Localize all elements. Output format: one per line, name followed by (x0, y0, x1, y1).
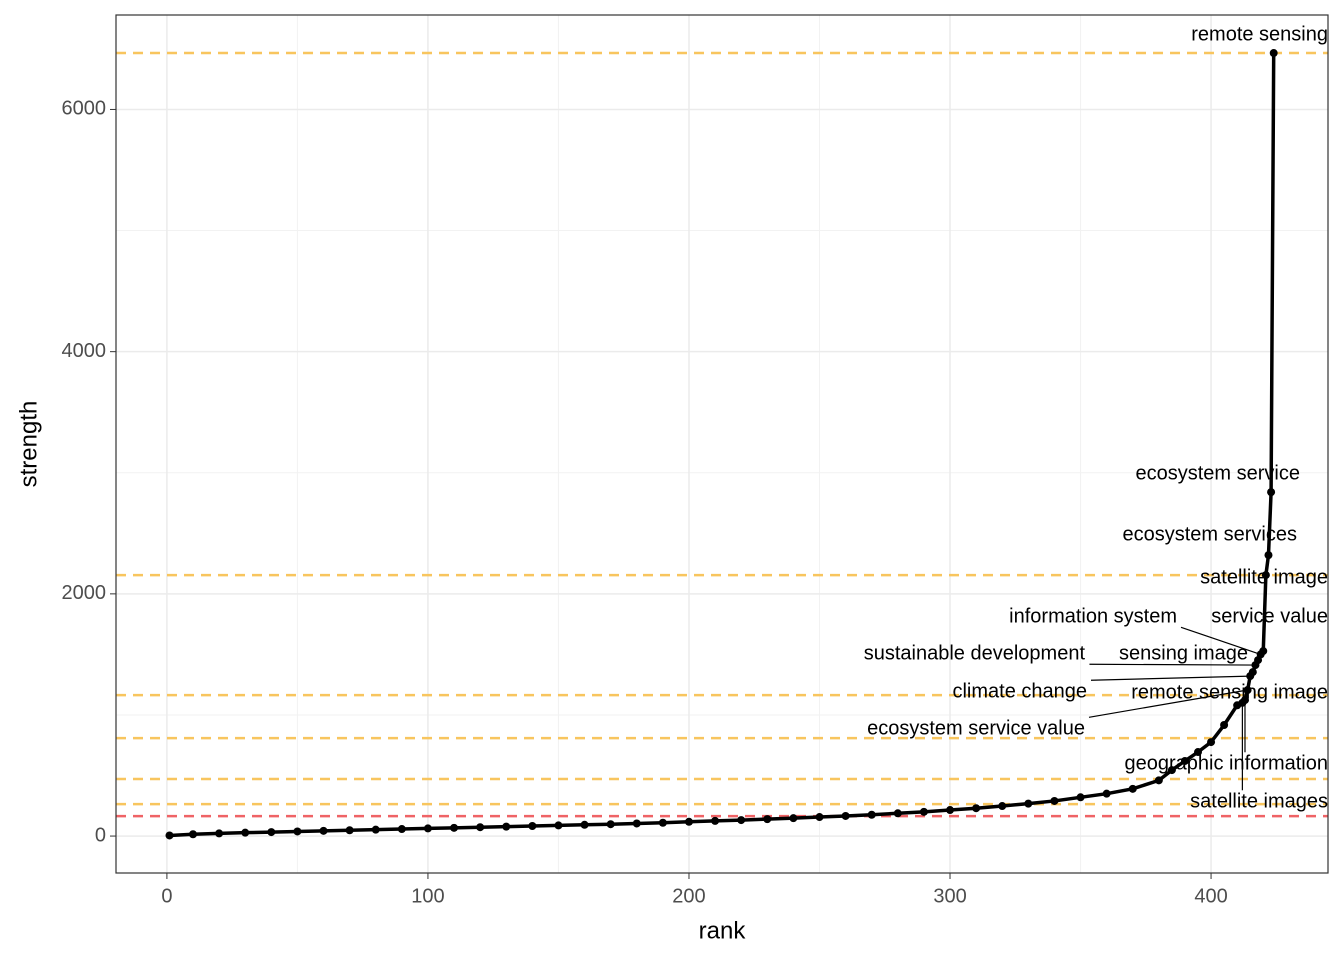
data-point (606, 820, 615, 829)
data-point (946, 806, 955, 815)
data-point (919, 807, 928, 816)
data-point (1261, 571, 1270, 580)
data-point (1194, 748, 1203, 757)
data-point (267, 828, 276, 837)
data-point (1076, 793, 1085, 802)
data-point (1207, 738, 1216, 747)
data-point (737, 816, 746, 825)
data-point (345, 826, 354, 835)
y-tick-label: 4000 (62, 340, 107, 362)
point-label: climate change (952, 680, 1087, 702)
data-point (189, 830, 198, 839)
data-point (1264, 551, 1273, 560)
data-point (1102, 789, 1111, 798)
data-point (1154, 776, 1163, 785)
point-label: geographic information (1125, 752, 1328, 774)
data-point (528, 822, 537, 831)
x-tick-label: 300 (933, 885, 966, 907)
data-point (711, 816, 720, 825)
x-tick-label: 0 (161, 885, 172, 907)
point-label: sensing image (1119, 642, 1248, 664)
data-point (1180, 756, 1189, 765)
data-point (450, 823, 459, 832)
point-label: remote sensing (1191, 23, 1328, 45)
x-axis-title: rank (699, 917, 747, 944)
data-point (423, 824, 432, 833)
point-label: ecosystem service (1136, 462, 1301, 484)
point-label: ecosystem service value (867, 717, 1085, 739)
data-point (319, 826, 328, 835)
x-tick-label: 200 (672, 885, 705, 907)
point-label: service value (1211, 605, 1328, 627)
data-point (1248, 668, 1257, 677)
data-point (867, 810, 876, 819)
point-label: satellite image (1200, 566, 1328, 588)
x-tick-label: 100 (411, 885, 444, 907)
grid (116, 15, 1328, 873)
data-point (165, 831, 174, 840)
data-point (763, 815, 772, 824)
point-label: ecosystem services (1123, 523, 1298, 545)
point-label: sustainable development (864, 642, 1086, 664)
y-tick-label: 0 (95, 824, 106, 846)
data-point (502, 822, 511, 831)
data-point (1167, 766, 1176, 775)
data-point (1267, 488, 1276, 497)
data-point (241, 828, 250, 837)
x-tick-label: 400 (1194, 885, 1227, 907)
data-point (397, 825, 406, 834)
data-point (1269, 49, 1278, 58)
label-connector (1090, 675, 1251, 681)
label-connector (1088, 689, 1248, 718)
plot (116, 49, 1328, 840)
point-label: satellite images (1190, 790, 1328, 812)
point-label: remote sensing image (1131, 681, 1328, 703)
data-point (371, 825, 380, 834)
data-point (841, 811, 850, 820)
y-tick-label: 2000 (62, 582, 107, 604)
data-point (293, 827, 302, 836)
data-point (632, 819, 641, 828)
data-point (684, 817, 693, 826)
data-point (893, 809, 902, 818)
data-point (815, 813, 824, 822)
label-connector (1089, 663, 1256, 666)
data-point (1128, 784, 1137, 793)
data-point (1050, 796, 1059, 805)
data-point (789, 814, 798, 823)
data-point (1024, 799, 1033, 808)
y-axis-title: strength (15, 401, 42, 488)
data-point (476, 823, 485, 832)
data-point (1220, 721, 1229, 730)
data-point (580, 820, 589, 829)
y-tick-label: 6000 (62, 98, 107, 120)
data-point (998, 802, 1007, 811)
data-line (169, 53, 1276, 838)
point-label: information system (1009, 605, 1177, 627)
data-point (972, 804, 981, 813)
data-point (215, 829, 224, 838)
panel-border (115, 14, 1329, 874)
data-point (658, 818, 667, 827)
label-connector (1180, 626, 1261, 655)
data-point (554, 821, 563, 830)
